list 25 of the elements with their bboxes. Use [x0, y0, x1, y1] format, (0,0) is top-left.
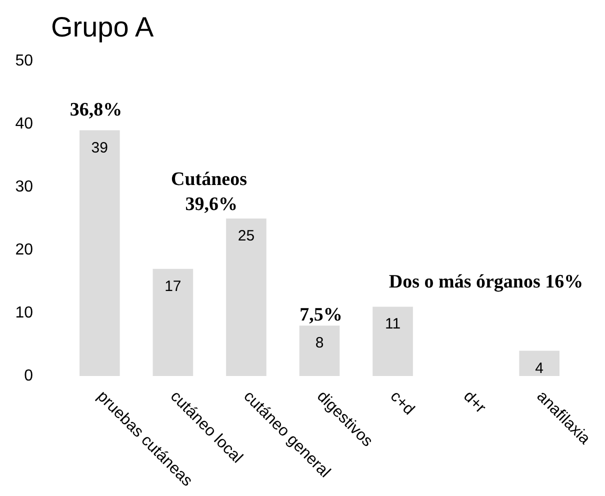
chart-title: Grupo A — [51, 12, 154, 42]
y-tick-label: 10 — [15, 304, 34, 322]
data-label: 11 — [384, 316, 401, 333]
y-tick-label: 20 — [15, 242, 34, 258]
bar — [299, 326, 340, 376]
data-label: 4 — [535, 360, 544, 377]
y-tick-label: 50 — [15, 52, 34, 70]
x-tick-label: c+d — [386, 388, 418, 419]
data-label: 39 — [91, 139, 108, 156]
annotation: Cutáneos 39,6% — [170, 169, 248, 215]
y-tick-label: 0 — [24, 368, 34, 384]
data-label: 25 — [238, 228, 255, 244]
y-tick-label: 30 — [15, 178, 34, 196]
bar — [372, 306, 413, 376]
annotation: 36,8% — [70, 100, 122, 120]
bar — [152, 268, 194, 376]
annotation: Dos o más órganos 16% — [388, 272, 584, 292]
bar — [226, 218, 266, 376]
bar — [519, 350, 560, 376]
annotation: 7,5% — [300, 304, 342, 326]
x-tick-label: d+r — [460, 388, 490, 418]
data-label: 17 — [164, 278, 182, 295]
y-tick-label: 40 — [15, 116, 34, 132]
bar — [79, 130, 120, 376]
data-label: 8 — [315, 334, 324, 352]
